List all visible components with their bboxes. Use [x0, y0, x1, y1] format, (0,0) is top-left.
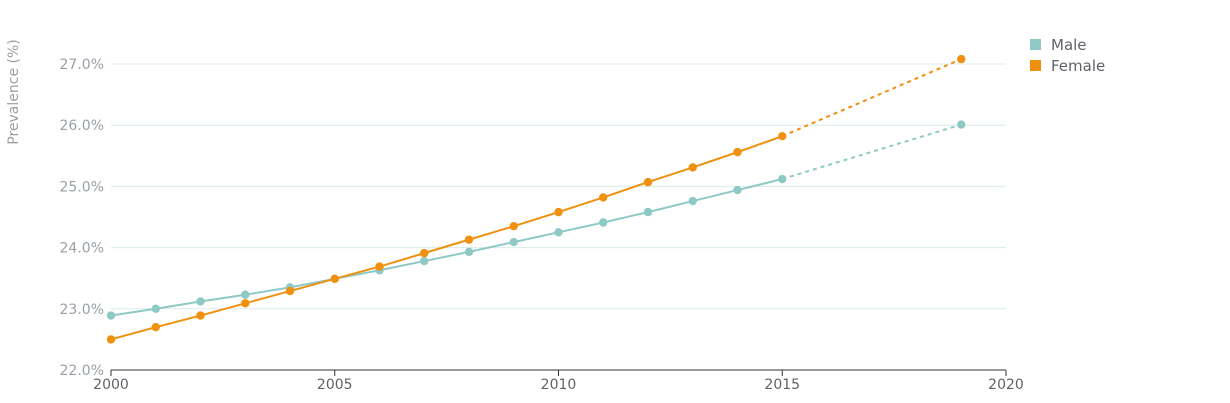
legend-item-female[interactable]: Female — [1030, 55, 1105, 76]
x-tick-label: 2015 — [764, 377, 800, 393]
data-point-male — [599, 218, 608, 227]
y-tick-label: 24.0% — [60, 241, 104, 257]
x-tick-label: 2010 — [541, 377, 577, 393]
data-point-male — [778, 174, 787, 184]
data-point-female — [375, 262, 384, 271]
x-tick-label: 2005 — [317, 377, 353, 393]
legend-label-male: Male — [1051, 35, 1087, 54]
data-point-male — [420, 256, 429, 266]
series-line-female — [110, 135, 783, 341]
data-point-male — [464, 247, 474, 257]
data-point-female — [330, 274, 339, 284]
data-point-female — [733, 147, 742, 157]
projection-line-female — [781, 58, 962, 138]
legend-item-male[interactable]: Male — [1030, 34, 1105, 55]
data-point-male — [554, 228, 563, 237]
legend-swatch-male — [1030, 39, 1041, 50]
y-tick-label: 25.0% — [60, 179, 104, 195]
data-point-male — [733, 185, 742, 195]
projection-point-male — [957, 120, 966, 129]
data-point-male — [643, 207, 653, 217]
x-tick-label: 2000 — [93, 377, 129, 393]
legend-label-female: Female — [1051, 56, 1106, 75]
data-point-female — [420, 248, 429, 258]
data-point-male — [509, 237, 518, 247]
data-point-male — [688, 196, 697, 206]
legend: Male Female — [1030, 34, 1105, 76]
data-point-female — [688, 163, 697, 172]
data-point-male — [241, 290, 250, 299]
projection-line-male — [781, 123, 962, 181]
data-point-female — [509, 221, 518, 231]
data-point-male — [151, 304, 160, 313]
data-point-female — [196, 311, 205, 320]
series-line-male — [110, 178, 783, 317]
data-point-female — [151, 322, 160, 332]
axes: 22.0% 23.0% 24.0% 25.0% 26.0% 27.0% 2000 2005 20… — [60, 57, 1024, 393]
x-tick-label: 2020 — [988, 377, 1024, 393]
data-point-female — [778, 132, 787, 141]
y-axis-title: Prevalence (%) — [6, 39, 22, 145]
data-point-female — [285, 286, 295, 296]
y-tick-label: 23.0% — [60, 302, 104, 318]
data-point-male — [106, 311, 116, 320]
legend-swatch-female — [1030, 60, 1041, 71]
data-point-female — [554, 207, 563, 217]
data-point-male — [196, 297, 205, 306]
data-point-female — [643, 177, 653, 187]
y-tick-label: 27.0% — [60, 57, 104, 73]
data-point-female — [241, 299, 250, 308]
data-point-female — [599, 193, 608, 202]
data-point-female — [106, 335, 116, 344]
data-point-female — [464, 235, 474, 244]
grid-lines — [111, 63, 1006, 310]
projection-point-female — [957, 54, 966, 64]
y-tick-label: 22.0% — [60, 363, 104, 379]
y-tick-label: 26.0% — [60, 118, 104, 134]
series-layer — [106, 54, 966, 344]
